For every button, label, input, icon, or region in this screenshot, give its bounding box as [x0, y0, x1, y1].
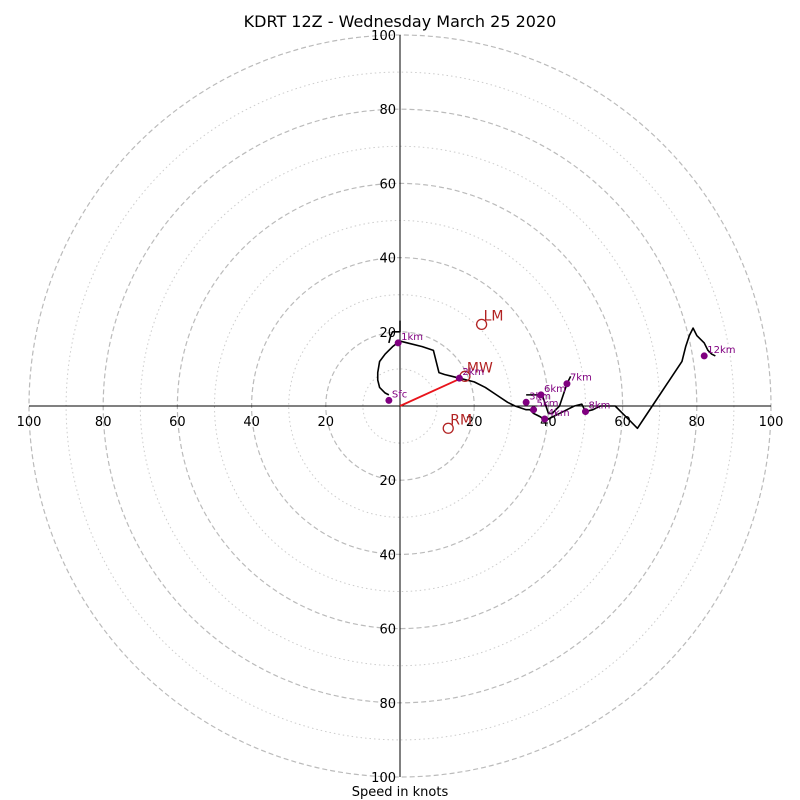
y-tick-label: 80 — [379, 103, 396, 118]
storm-motion-group: LM MW RM — [442, 308, 504, 434]
x-tick-label: 60 — [614, 415, 631, 430]
y-tick-label: 100 — [371, 771, 396, 786]
shear-vector-group — [399, 377, 462, 407]
y-tick-label: 40 — [379, 548, 396, 563]
y-tick-label: 60 — [379, 177, 396, 192]
y-tick-label: 20 — [379, 474, 396, 489]
height-marker-group: Sfc1km2km3km4km5km6km7km8km12km — [385, 332, 735, 423]
x-tick-label: 100 — [759, 415, 784, 430]
height-label-8km: 8km — [589, 401, 611, 412]
storm-motion-rm-marker — [442, 422, 454, 434]
height-marker-1km — [394, 339, 402, 347]
height-marker-3km — [522, 398, 530, 406]
height-marker-2km — [455, 374, 463, 382]
height-marker-6km — [537, 391, 545, 399]
height-label-5km: 5km — [537, 399, 559, 410]
x-axis-label: Speed in knots — [352, 785, 449, 800]
x-tick-label: 20 — [318, 415, 335, 430]
x-tick-label: 80 — [95, 415, 112, 430]
x-tick-label: 100 — [17, 415, 42, 430]
height-marker-5km — [530, 406, 538, 414]
height-marker-4km — [541, 415, 549, 423]
storm-motion-rm-label: RM — [450, 412, 472, 428]
height-label-12km: 12km — [707, 345, 735, 356]
height-label-2km: 2km — [462, 367, 484, 378]
storm-motion-lm-marker — [475, 318, 488, 331]
hodograph-trace-line — [376, 327, 716, 430]
y-tick-label: 60 — [379, 623, 396, 638]
shear-vector-line — [399, 377, 462, 407]
height-marker-sfc — [385, 396, 393, 404]
x-tick-label: 80 — [689, 415, 706, 430]
y-tick-label: 20 — [379, 326, 396, 341]
x-tick-label: 60 — [169, 415, 186, 430]
chart-title: KDRT 12Z - Wednesday March 25 2020 — [244, 12, 557, 31]
x-tick-label: 40 — [243, 415, 260, 430]
y-tick-label: 80 — [379, 697, 396, 712]
storm-motion-lm-label: LM — [484, 308, 504, 324]
height-label-sfc: Sfc — [392, 389, 407, 400]
y-tick-label: 100 — [371, 29, 396, 44]
y-tick-label: 40 — [379, 252, 396, 267]
height-marker-8km — [582, 408, 589, 416]
height-label-1km: 1km — [401, 332, 423, 343]
hodograph-trace-line — [388, 320, 401, 344]
height-marker-12km — [700, 352, 708, 360]
x-tick-label: 20 — [466, 415, 483, 430]
height-marker-7km — [563, 380, 571, 388]
storm-motion-mw-label: MW — [467, 360, 493, 376]
height-label-6km: 6km — [544, 384, 566, 395]
tick-labels: 100 80 60 40 20 20 40 60 80 100100806040202040608… — [17, 29, 784, 786]
height-label-7km: 7km — [570, 373, 592, 384]
height-label-4km: 4km — [548, 408, 570, 419]
